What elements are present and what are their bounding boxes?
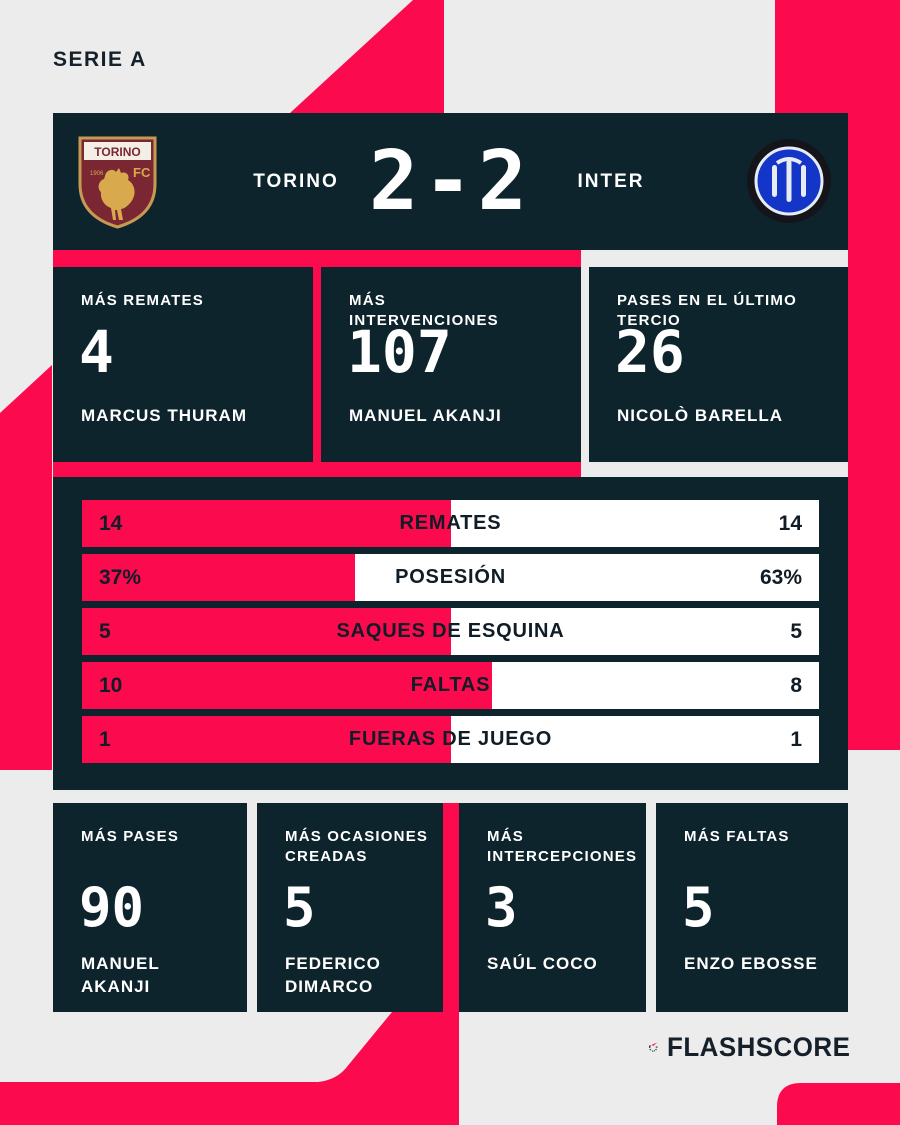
- home-share-fill: [82, 608, 451, 655]
- stat-value: 107: [347, 318, 452, 386]
- stat-bar-label: SAQUES DE ESQUINA: [336, 620, 565, 642]
- match-score: 2-2: [368, 134, 533, 229]
- home-team-label: TORINO: [253, 170, 339, 192]
- stat-card-final-third-passes: PASES EN EL ÚLTIMO TERCIO 26 NICOLÒ BARE…: [589, 267, 848, 462]
- home-value: 5: [99, 619, 111, 643]
- stat-card-most-interceptions: MÁS INTERCEPCIONES 3 SAÚL COCO: [459, 803, 646, 1012]
- stat-bar-row: 14 REMATES 14: [82, 500, 819, 547]
- stat-value: 5: [682, 876, 715, 939]
- stat-bar-row: 10 FALTAS 8: [82, 662, 819, 709]
- league-title: SERIE A: [53, 48, 147, 71]
- stat-value: 90: [79, 876, 145, 939]
- stat-card-most-chances-created: MÁS OCASIONES CREADAS 5 FEDERICO DIMARCO: [257, 803, 443, 1012]
- stat-bar-row: 1 FUERAS DE JUEGO 1: [82, 716, 819, 763]
- stat-value: 26: [615, 318, 685, 386]
- bg-right-band: [775, 0, 900, 750]
- away-value: 5: [790, 619, 802, 643]
- stat-bar-label: FUERAS DE JUEGO: [348, 728, 553, 750]
- stat-value: 4: [79, 318, 114, 386]
- bg-bottom-right-block: [777, 1083, 900, 1125]
- home-value: 14: [99, 511, 123, 535]
- stat-player: ENZO EBOSSE: [684, 954, 818, 973]
- stat-label: MÁS PASES: [81, 828, 180, 845]
- home-value: 37%: [99, 565, 142, 589]
- stat-player: MANUEL AKANJI: [81, 954, 160, 996]
- stat-card-most-passes: MÁS PASES 90 MANUEL AKANJI: [53, 803, 247, 1012]
- stat-player: MANUEL AKANJI: [349, 406, 502, 425]
- stat-card-most-saves: MÁS INTERVENCIONES 107 MANUEL AKANJI: [321, 267, 581, 462]
- home-share-fill: [82, 500, 451, 547]
- stat-bar-row: 5 SAQUES DE ESQUINA 5: [82, 608, 819, 655]
- bg-top-left-stripe: [290, 0, 444, 113]
- crest-year-text: 1906: [90, 171, 104, 177]
- stat-bar-label: FALTAS: [410, 674, 491, 696]
- stat-player: MARCUS THURAM: [81, 406, 247, 425]
- bg-bottom-gap-stripe: [443, 803, 459, 1012]
- stat-label: MÁS OCASIONES CREADAS: [285, 828, 429, 865]
- flashscore-logo: FLASHSCORE: [648, 1024, 858, 1070]
- stat-label: MÁS REMATES: [81, 292, 204, 309]
- stat-label: PASES EN EL ÚLTIMO TERCIO: [617, 292, 797, 329]
- home-share-fill: [82, 716, 451, 763]
- stat-bar-label: POSESIÓN: [395, 566, 506, 588]
- away-value: 8: [790, 673, 802, 697]
- away-value: 63%: [759, 565, 802, 589]
- stat-card-most-shots: MÁS REMATES 4 MARCUS THURAM: [53, 267, 313, 462]
- stat-player: FEDERICO DIMARCO: [285, 954, 381, 996]
- stat-card-most-fouls: MÁS FALTAS 5 ENZO EBOSSE: [656, 803, 848, 1012]
- stat-label: MÁS FALTAS: [684, 828, 790, 845]
- away-value: 14: [778, 511, 802, 535]
- home-share-fill: [82, 554, 355, 601]
- stat-player: NICOLÒ BARELLA: [617, 406, 784, 425]
- crest-fc-text: FC: [133, 165, 151, 180]
- stat-player: SAÚL COCO: [487, 954, 598, 973]
- match-stats-panel: 14 REMATES 14 37% POSESIÓN 63% 5 SAQUES …: [53, 477, 848, 790]
- bg-left-band: [0, 365, 52, 770]
- away-value: 1: [790, 727, 802, 751]
- away-team-label: INTER: [577, 170, 645, 192]
- stat-label: MÁS INTERVENCIONES: [349, 292, 499, 329]
- inter-crest-icon: [747, 139, 831, 223]
- match-header: TORINO FC 1906 TORINO 2-2 INTER: [53, 113, 848, 250]
- stat-label: MÁS INTERCEPCIONES: [487, 828, 638, 865]
- crest-bull-shape: [98, 168, 135, 220]
- home-value: 10: [99, 673, 123, 697]
- home-share-fill: [82, 662, 492, 709]
- crest-torino-text: TORINO: [94, 145, 140, 159]
- flashscore-spinner-icon: [649, 1042, 658, 1052]
- stat-value: 3: [485, 876, 518, 939]
- torino-crest-icon: TORINO FC 1906: [78, 136, 157, 229]
- stat-value: 5: [283, 876, 316, 939]
- flashscore-wordmark: FLASHSCORE: [666, 1031, 851, 1062]
- home-value: 1: [99, 727, 111, 751]
- stat-bar-row: 37% POSESIÓN 63%: [82, 554, 819, 601]
- bg-bottom-left-band: [0, 1012, 459, 1125]
- stat-bar-label: REMATES: [399, 512, 502, 534]
